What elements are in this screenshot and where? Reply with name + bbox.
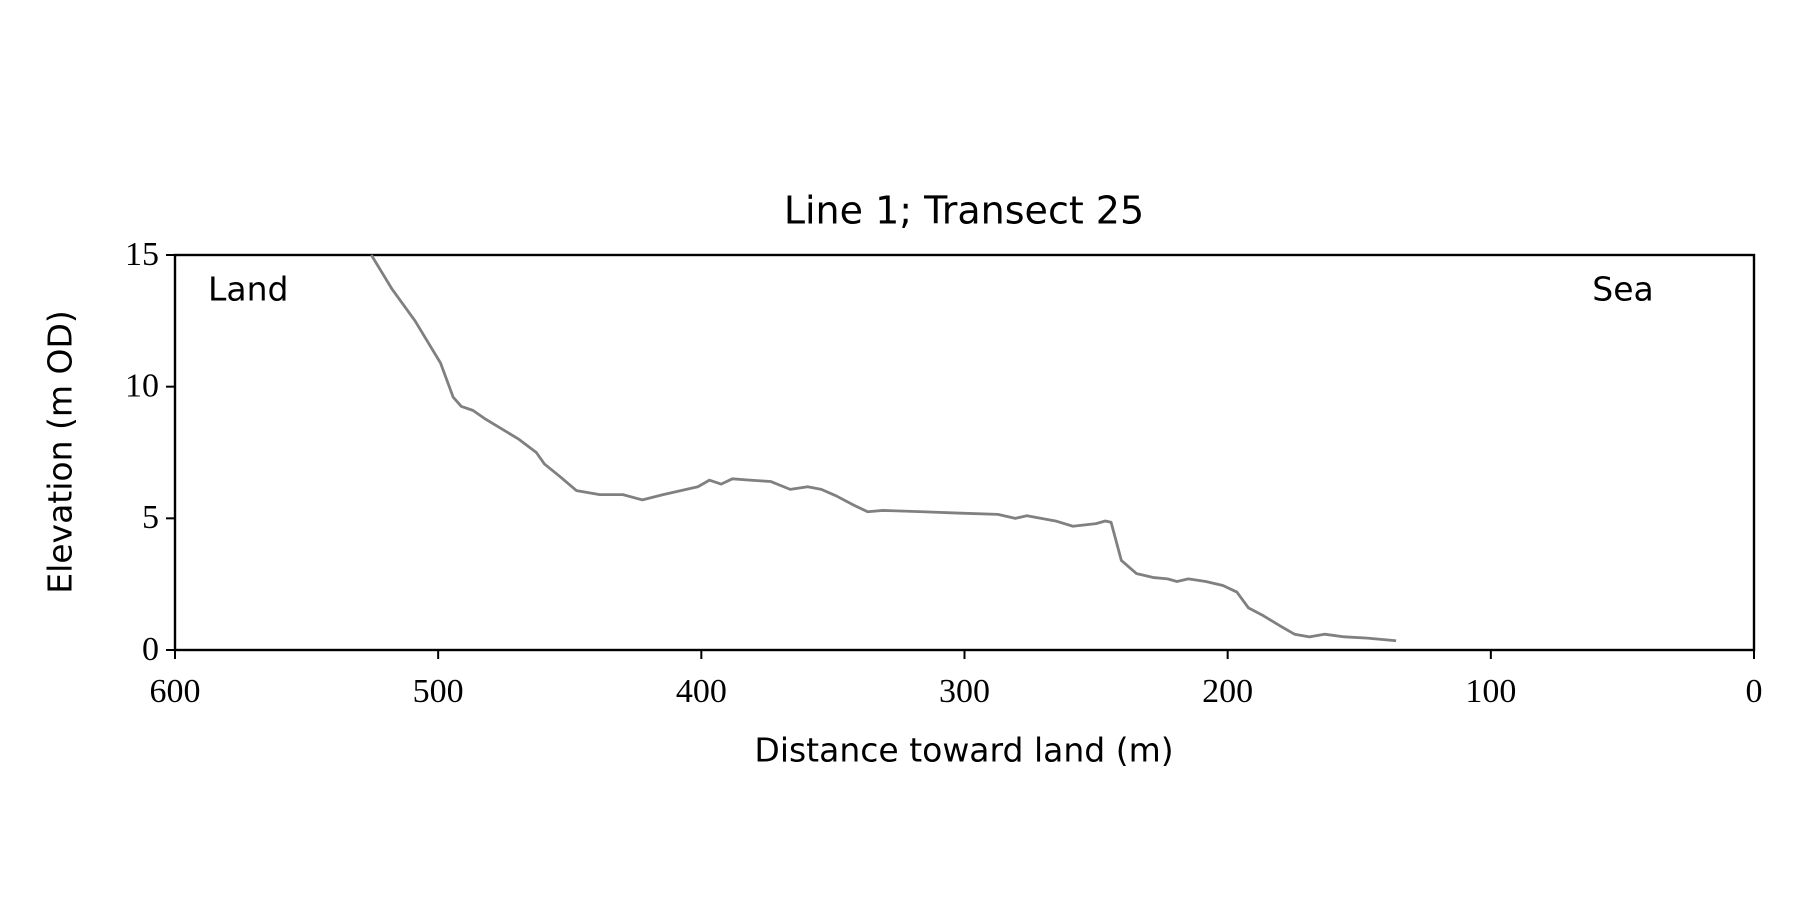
annotation: Land [208, 270, 288, 309]
x-tick-label: 100 [1465, 673, 1516, 710]
x-tick-label: 200 [1202, 673, 1253, 710]
y-tick-label: 5 [142, 499, 159, 536]
annotation: Sea [1592, 270, 1653, 309]
x-tick-label: 400 [676, 673, 727, 710]
y-axis-label: Elevation (m OD) [41, 310, 80, 594]
line [370, 254, 1397, 643]
x-tick-label: 0 [1746, 673, 1763, 710]
y-tick-label: 15 [125, 236, 159, 273]
y-tick-label: 0 [142, 631, 159, 668]
x-tick-label: 500 [413, 673, 464, 710]
chart-title: Line 1; Transect 25 [784, 189, 1144, 233]
y-tick-label: 10 [125, 367, 159, 404]
x-axis-label: Distance toward land (m) [754, 731, 1173, 770]
x-tick-label: 600 [150, 673, 201, 710]
x-tick-label: 300 [939, 673, 990, 710]
